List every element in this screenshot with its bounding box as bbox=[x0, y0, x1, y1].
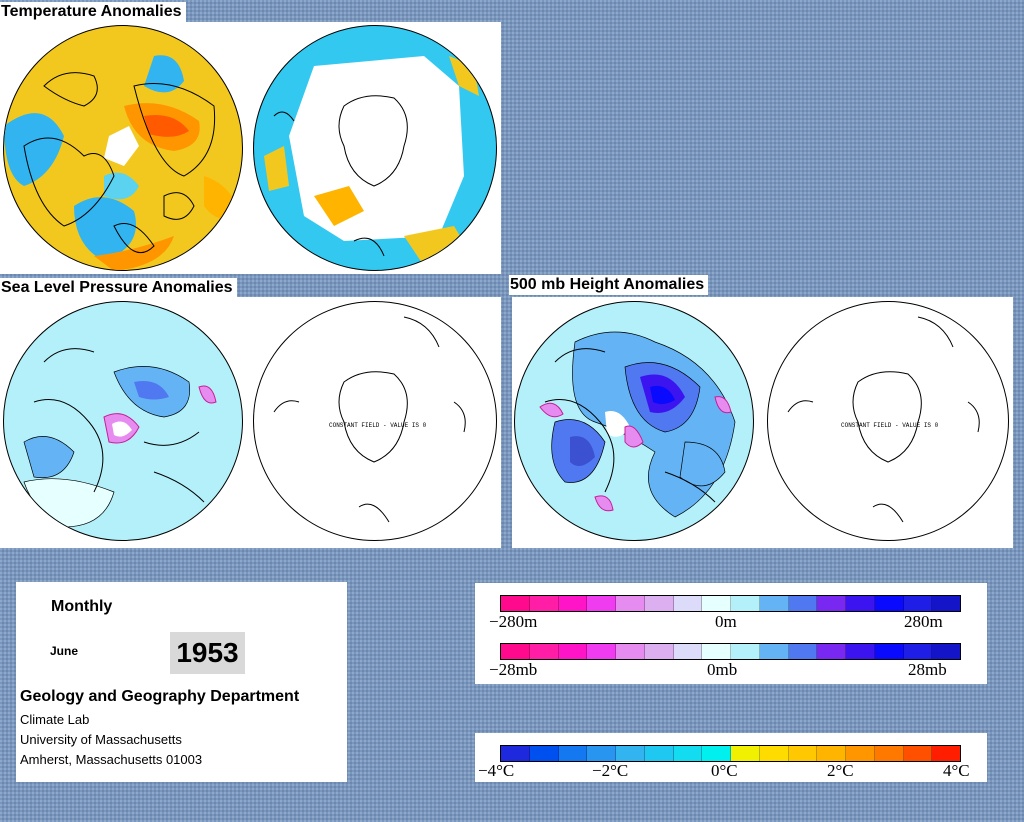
height-swatch-4 bbox=[587, 596, 616, 611]
address-line: Amherst, Massachusetts 01003 bbox=[20, 752, 203, 767]
temperature-tick-2: 2°C bbox=[827, 761, 854, 780]
height-colorbar bbox=[500, 595, 961, 612]
temperature-swatch-2 bbox=[529, 746, 559, 761]
university-name: University of Massachusetts bbox=[20, 732, 182, 747]
height-constant-field-label: CONSTANT FIELD - VALUE IS 0 bbox=[841, 422, 939, 429]
temperature-swatch-1 bbox=[501, 746, 530, 761]
height-swatch-5 bbox=[616, 596, 645, 611]
temperature-swatch-12 bbox=[817, 746, 846, 761]
height-swatch-16 bbox=[932, 596, 960, 611]
temperature-tick-4: 4°C bbox=[943, 761, 970, 780]
temperature-swatch-16 bbox=[932, 746, 960, 761]
height-swatch-12 bbox=[817, 596, 846, 611]
temperature-swatch-3 bbox=[558, 746, 588, 761]
pressure-swatch-12 bbox=[817, 644, 846, 659]
temperature-swatch-13 bbox=[846, 746, 875, 761]
pressure-swatch-16 bbox=[932, 644, 960, 659]
height-swatch-9 bbox=[731, 596, 760, 611]
pressure-swatch-1 bbox=[501, 644, 530, 659]
temperature-swatch-10 bbox=[759, 746, 789, 761]
height-swatch-2 bbox=[529, 596, 559, 611]
height-swatch-14 bbox=[874, 596, 904, 611]
pressure-swatch-3 bbox=[558, 644, 588, 659]
height-swatch-7 bbox=[673, 596, 703, 611]
height-southern-hemisphere-map: CONSTANT FIELD - VALUE IS 0 bbox=[767, 301, 1009, 541]
slp-southern-hemisphere-map: CONSTANT FIELD - VALUE IS 0 bbox=[253, 301, 497, 541]
height-anomalies-panel: CONSTANT FIELD - VALUE IS 0 bbox=[512, 297, 1013, 548]
pressure-swatch-13 bbox=[846, 644, 875, 659]
slp-anomalies-title: Sea Level Pressure Anomalies bbox=[0, 278, 237, 298]
pressure-colorbar bbox=[500, 643, 961, 660]
pressure-swatch-15 bbox=[903, 644, 933, 659]
height-swatch-13 bbox=[846, 596, 875, 611]
temperature-northern-hemisphere-map bbox=[3, 25, 243, 271]
temperature-anomalies-panel bbox=[0, 22, 501, 274]
temperature-anomalies-title: Temperature Anomalies bbox=[0, 2, 186, 22]
pressure-swatch-4 bbox=[587, 644, 616, 659]
temperature-swatch-7 bbox=[673, 746, 703, 761]
pressure-swatch-14 bbox=[874, 644, 904, 659]
pressure-swatch-11 bbox=[788, 644, 818, 659]
slp-northern-hemisphere-map bbox=[3, 301, 243, 541]
height-max-label: 280m bbox=[904, 612, 943, 631]
pressure-swatch-8 bbox=[702, 644, 731, 659]
lab-name: Climate Lab bbox=[20, 712, 90, 727]
height-northern-hemisphere-map bbox=[514, 301, 754, 541]
height-min-label: −280m bbox=[489, 612, 538, 631]
height-swatch-8 bbox=[702, 596, 731, 611]
info-panel: Monthly June 1953 Geology and Geography … bbox=[16, 582, 347, 782]
height-swatch-3 bbox=[558, 596, 588, 611]
temperature-tick-minus4: −4°C bbox=[478, 761, 515, 780]
temperature-colorbar bbox=[500, 745, 961, 762]
pressure-swatch-7 bbox=[673, 644, 703, 659]
height-swatch-1 bbox=[501, 596, 530, 611]
temperature-swatch-9 bbox=[731, 746, 760, 761]
temperature-swatch-8 bbox=[702, 746, 731, 761]
year-label: 1953 bbox=[170, 632, 245, 674]
pressure-swatch-9 bbox=[731, 644, 760, 659]
department-name: Geology and Geography Department bbox=[20, 688, 300, 705]
temperature-legend: −4°C −2°C 0°C 2°C 4°C bbox=[475, 733, 987, 782]
temperature-swatch-15 bbox=[903, 746, 933, 761]
slp-constant-field-label: CONSTANT FIELD - VALUE IS 0 bbox=[329, 422, 427, 429]
month-label: June bbox=[50, 644, 79, 658]
height-swatch-15 bbox=[903, 596, 933, 611]
pressure-swatch-10 bbox=[759, 644, 789, 659]
height-anomalies-title: 500 mb Height Anomalies bbox=[509, 275, 709, 295]
temperature-swatch-6 bbox=[644, 746, 674, 761]
pressure-min-label: −28mb bbox=[489, 660, 538, 679]
height-swatch-6 bbox=[644, 596, 674, 611]
temperature-southern-hemisphere-map bbox=[253, 25, 497, 271]
slp-anomalies-panel: CONSTANT FIELD - VALUE IS 0 bbox=[0, 297, 501, 548]
temperature-tick-minus2: −2°C bbox=[592, 761, 629, 780]
temperature-swatch-5 bbox=[616, 746, 645, 761]
height-swatch-10 bbox=[759, 596, 789, 611]
temperature-tick-0: 0°C bbox=[711, 761, 738, 780]
pressure-swatch-2 bbox=[529, 644, 559, 659]
height-swatch-11 bbox=[788, 596, 818, 611]
period-label: Monthly bbox=[51, 598, 113, 615]
temperature-swatch-14 bbox=[874, 746, 904, 761]
pressure-swatch-6 bbox=[644, 644, 674, 659]
anomaly-legend: −280m 0m 280m −28mb 0mb 28mb bbox=[475, 583, 987, 684]
pressure-max-label: 28mb bbox=[908, 660, 947, 679]
height-mid-label: 0m bbox=[715, 612, 737, 631]
temperature-swatch-11 bbox=[788, 746, 818, 761]
pressure-swatch-5 bbox=[616, 644, 645, 659]
temperature-swatch-4 bbox=[587, 746, 616, 761]
pressure-mid-label: 0mb bbox=[707, 660, 738, 679]
